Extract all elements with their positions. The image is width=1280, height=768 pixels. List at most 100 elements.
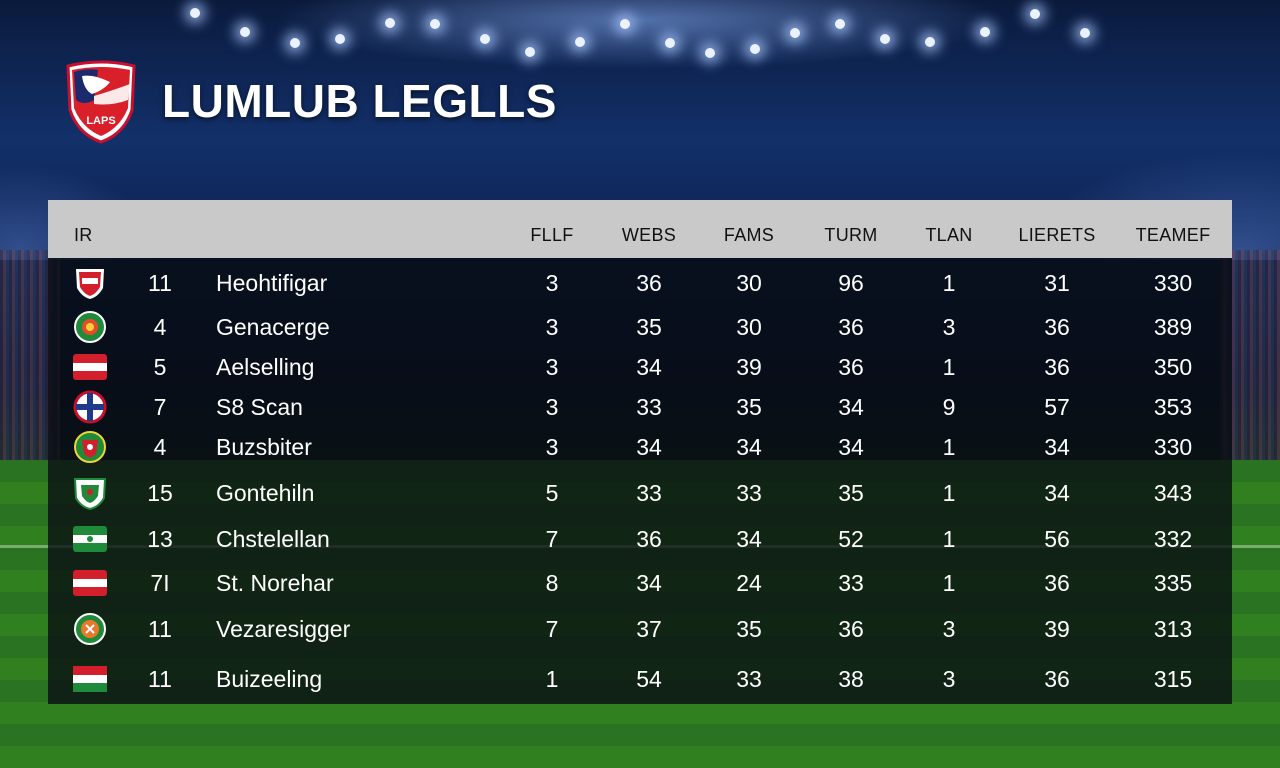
webs-cell: 36 xyxy=(636,270,662,296)
fllf-cell: 7 xyxy=(545,616,559,642)
table-row[interactable]: 11 Vezaresigger 7 37 35 36 3 39 313 xyxy=(48,608,1232,650)
lierets-cell: 36 xyxy=(1044,354,1070,380)
team-crest-icon xyxy=(74,431,106,463)
table-row[interactable]: 4 Buzsbiter 3 34 34 34 1 34 330 xyxy=(48,426,1232,468)
fllf-cell: 3 xyxy=(545,434,559,460)
tlan-cell: 1 xyxy=(942,354,956,380)
webs-cell: 54 xyxy=(636,666,662,692)
column-header-webs[interactable]: WEBS xyxy=(621,225,677,245)
column-header-teamef[interactable]: TEAMEF xyxy=(1135,225,1211,245)
fams-cell: 33 xyxy=(736,666,762,692)
column-header-ir[interactable]: IR xyxy=(74,225,93,245)
turm-cell: 52 xyxy=(838,526,864,552)
floodlight xyxy=(525,47,535,58)
table-row[interactable]: 15 Gontehiln 5 33 33 35 1 34 343 xyxy=(48,472,1232,514)
teamef-cell: 330 xyxy=(1153,270,1193,296)
tlan-cell: 1 xyxy=(942,434,956,460)
column-header-fllf[interactable]: FLLF xyxy=(530,225,574,245)
lierets-cell: 31 xyxy=(1044,270,1070,296)
league-logo: LAPS xyxy=(66,60,136,144)
turm-cell: 36 xyxy=(838,314,864,340)
column-header-fams[interactable]: FAMS xyxy=(723,225,775,245)
team-name-cell: Genacerge xyxy=(216,314,330,340)
fams-cell: 35 xyxy=(736,616,762,642)
teamef-cell: 313 xyxy=(1153,616,1193,642)
floodlight xyxy=(925,37,935,48)
floodlight xyxy=(880,34,890,45)
team-crest-icon xyxy=(74,613,106,645)
team-crest-icon xyxy=(73,478,107,510)
table-row[interactable]: 7 S8 Scan 3 33 35 34 9 57 353 xyxy=(48,386,1232,428)
team-name-cell: Vezaresigger xyxy=(216,616,351,642)
floodlight xyxy=(1080,28,1090,39)
team-crest-icon xyxy=(73,666,107,692)
floodlight xyxy=(240,27,250,38)
column-header-tlan[interactable]: TLAN xyxy=(925,225,973,245)
team-crest-icon xyxy=(73,526,107,552)
floodlight xyxy=(480,34,490,45)
floodlight xyxy=(290,37,300,48)
rank-cell: 15 xyxy=(147,480,173,506)
rank-cell: 13 xyxy=(147,526,173,552)
lierets-cell: 36 xyxy=(1044,666,1070,692)
fllf-cell: 3 xyxy=(545,270,559,296)
floodlight xyxy=(750,43,760,54)
floodlight xyxy=(1030,9,1040,19)
turm-cell: 96 xyxy=(838,270,864,296)
fllf-cell: 5 xyxy=(545,480,559,506)
team-crest-icon xyxy=(73,354,107,380)
lierets-cell: 36 xyxy=(1044,570,1070,596)
table-row[interactable]: 4 Genacerge 3 35 30 36 3 36 389 xyxy=(48,306,1232,348)
webs-cell: 34 xyxy=(636,434,662,460)
table-row[interactable]: 13 Chstelellan 7 36 34 52 1 56 332 xyxy=(48,518,1232,560)
table-row[interactable]: 5 Aelselling 3 34 39 36 1 36 350 xyxy=(48,346,1232,388)
rank-cell: 11 xyxy=(148,270,172,296)
team-crest-icon xyxy=(74,311,106,343)
team-name-cell: Heohtifigar xyxy=(216,270,328,296)
turm-cell: 34 xyxy=(838,394,864,420)
tlan-cell: 3 xyxy=(942,666,956,692)
rank-cell: 11 xyxy=(148,666,172,692)
tlan-cell: 1 xyxy=(942,526,956,552)
fllf-cell: 1 xyxy=(545,666,559,692)
table-row[interactable]: 11 Heohtifigar 3 36 30 96 1 31 330 xyxy=(48,262,1232,304)
team-name-cell: Gontehiln xyxy=(216,480,315,506)
fllf-cell: 8 xyxy=(545,570,559,596)
team-name-cell: Buzsbiter xyxy=(216,434,312,460)
floodlight xyxy=(190,8,200,18)
teamef-cell: 389 xyxy=(1153,314,1193,340)
rank-cell: 11 xyxy=(148,616,172,642)
rank-cell: 7I xyxy=(150,570,170,596)
fams-cell: 30 xyxy=(736,314,762,340)
floodlight xyxy=(705,47,715,58)
teamef-cell: 330 xyxy=(1153,434,1193,460)
fams-cell: 33 xyxy=(736,480,762,506)
lierets-cell: 56 xyxy=(1044,526,1070,552)
logo-text: LAPS xyxy=(86,115,115,127)
column-header-lierets[interactable]: LIERETS xyxy=(1018,225,1096,245)
webs-cell: 34 xyxy=(636,354,662,380)
floodlight xyxy=(835,18,845,29)
lierets-cell: 34 xyxy=(1044,480,1070,506)
table-row[interactable]: 11 Buizeeling 1 54 33 38 3 36 315 xyxy=(48,658,1232,700)
table-row[interactable]: 7I St. Norehar 8 34 24 33 1 36 335 xyxy=(48,562,1232,604)
fllf-cell: 7 xyxy=(545,526,559,552)
fams-cell: 30 xyxy=(736,270,762,296)
teamef-cell: 335 xyxy=(1153,570,1193,596)
column-header-turm[interactable]: TURM xyxy=(824,225,878,245)
lierets-cell: 39 xyxy=(1044,616,1070,642)
tlan-cell: 1 xyxy=(942,570,956,596)
turm-cell: 33 xyxy=(838,570,864,596)
webs-cell: 36 xyxy=(636,526,662,552)
turm-cell: 34 xyxy=(838,434,864,460)
rank-cell: 5 xyxy=(153,354,167,380)
webs-cell: 34 xyxy=(636,570,662,596)
floodlight xyxy=(385,18,395,29)
fams-cell: 35 xyxy=(736,394,762,420)
floodlight xyxy=(980,26,990,37)
teamef-cell: 315 xyxy=(1153,666,1193,692)
team-name-cell: St. Norehar xyxy=(216,570,334,596)
floodlights xyxy=(0,0,1280,80)
webs-cell: 33 xyxy=(636,480,662,506)
